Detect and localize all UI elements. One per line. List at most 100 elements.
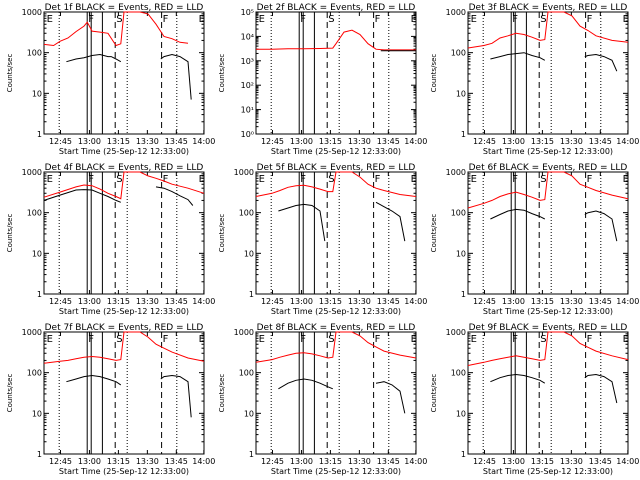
x-axis-label: Start Time (25-Sep-12 12:33:00) <box>483 307 613 316</box>
x-tick-label: 14:00 <box>616 457 639 466</box>
phase-marker-label: E <box>259 334 265 345</box>
events-series-line <box>66 374 122 386</box>
x-tick-label: 13:30 <box>136 457 159 466</box>
detector-panel-4: Det 4f BLACK = Events, RED = LLD Counts/s… <box>6 163 215 316</box>
events-series-line <box>584 210 618 242</box>
y-tick-label: 1000 <box>234 168 254 177</box>
phase-marker-label: S <box>328 174 334 185</box>
y-tick-label: 10 <box>244 409 254 418</box>
phase-marker-label: E <box>623 334 629 345</box>
x-tick-label: 12:45 <box>473 457 496 466</box>
events-series-line <box>66 53 122 63</box>
y-tick-label: 1 <box>37 130 42 139</box>
events-series-line <box>43 189 121 203</box>
phase-marker-label: E <box>623 174 629 185</box>
x-axis-label: Start Time (25-Sep-12 12:33:00) <box>271 147 401 156</box>
y-tick-label: 100 <box>27 209 42 218</box>
x-tick-label: 12:45 <box>49 457 72 466</box>
x-tick-label: 13:15 <box>107 137 130 146</box>
x-tick-label: 13:45 <box>165 457 188 466</box>
x-tick-label: 13:30 <box>136 297 159 306</box>
events-series-line <box>375 381 406 414</box>
x-tick-label: 13:00 <box>78 457 101 466</box>
y-tick-label: 1 <box>461 450 466 459</box>
phase-marker-label: S <box>540 334 546 345</box>
phase-marker-label: S <box>328 334 334 345</box>
y-axis-label: Counts/sec <box>218 214 226 253</box>
x-tick-label: 13:45 <box>589 297 612 306</box>
phase-marker-label: F <box>163 14 169 25</box>
y-tick-label: 100 <box>451 49 466 58</box>
detector-panel-3: Det 3f BLACK = Events, RED = LLD Counts/s… <box>430 3 639 156</box>
phase-marker-label: E <box>623 14 629 25</box>
x-axis-label: Start Time (25-Sep-12 12:33:00) <box>483 467 613 476</box>
phase-marker-label: F <box>375 174 381 185</box>
y-tick-label: 1 <box>37 450 42 459</box>
lld-series-line <box>43 331 205 364</box>
y-tick-label: 100 <box>451 209 466 218</box>
plot-frame <box>467 171 629 295</box>
phase-marker-label: F <box>300 174 306 185</box>
phase-marker-label: E <box>411 14 417 25</box>
plot-frame <box>467 331 629 455</box>
x-tick-label: 13:45 <box>589 137 612 146</box>
events-series-line <box>160 374 192 418</box>
y-tick-label: 10² <box>241 81 254 90</box>
lld-series-line <box>467 11 629 49</box>
phase-marker-label: E <box>199 14 205 25</box>
panel-title: Det 9f BLACK = Events, RED = LLD <box>469 323 628 333</box>
lld-series-line <box>43 171 205 200</box>
plot-frame <box>255 331 417 455</box>
x-tick-label: 14:00 <box>192 137 215 146</box>
x-tick-label: 13:45 <box>165 137 188 146</box>
y-axis-label: Counts/sec <box>6 214 14 253</box>
x-axis-label: Start Time (25-Sep-12 12:33:00) <box>59 307 189 316</box>
x-tick-label: 13:00 <box>502 137 525 146</box>
phase-marker-label: F <box>163 174 169 185</box>
y-tick-label: 100 <box>239 369 254 378</box>
y-tick-label: 1 <box>37 290 42 299</box>
events-series-line <box>490 373 546 384</box>
x-tick-label: 13:00 <box>502 457 525 466</box>
y-axis-label: Counts/sec <box>430 374 438 413</box>
y-tick-label: 100 <box>27 49 42 58</box>
phase-marker-label: E <box>47 334 53 345</box>
panel-title: Det 5f BLACK = Events, RED = LLD <box>257 163 416 173</box>
x-tick-label: 13:45 <box>589 457 612 466</box>
phase-marker-label: F <box>88 174 94 185</box>
phase-marker-label: F <box>587 14 593 25</box>
lld-series-line <box>467 331 629 366</box>
x-tick-label: 12:45 <box>261 297 284 306</box>
x-tick-label: 13:00 <box>502 297 525 306</box>
y-tick-label: 10 <box>32 409 42 418</box>
x-tick-label: 13:00 <box>290 137 313 146</box>
x-tick-label: 13:30 <box>560 297 583 306</box>
phase-marker-label: S <box>116 14 122 25</box>
phase-marker-label: F <box>300 334 306 345</box>
x-axis-label: Start Time (25-Sep-12 12:33:00) <box>59 147 189 156</box>
y-tick-label: 10⁰ <box>241 130 254 139</box>
x-tick-label: 12:45 <box>49 297 72 306</box>
x-tick-label: 13:15 <box>319 457 342 466</box>
phase-marker-label: F <box>512 174 518 185</box>
y-axis-label: Counts/sec <box>6 374 14 413</box>
phase-marker-label: F <box>587 174 593 185</box>
phase-marker-label: F <box>88 14 94 25</box>
y-axis-label: Counts/sec <box>430 214 438 253</box>
lld-series-line <box>43 11 189 47</box>
phase-marker-label: F <box>587 334 593 345</box>
phase-marker-label: E <box>411 174 417 185</box>
x-axis-label: Start Time (25-Sep-12 12:33:00) <box>271 467 401 476</box>
y-tick-label: 1 <box>249 450 254 459</box>
phase-marker-label: F <box>375 14 381 25</box>
x-tick-label: 13:15 <box>531 457 554 466</box>
phase-marker-label: E <box>47 14 53 25</box>
detector-panel-5: Det 5f BLACK = Events, RED = LLD Counts/s… <box>218 163 427 316</box>
phase-marker-label: S <box>116 334 122 345</box>
y-axis-label: Counts/sec <box>6 54 14 93</box>
phase-marker-label: F <box>375 334 381 345</box>
x-tick-label: 13:30 <box>136 137 159 146</box>
phase-marker-label: S <box>540 174 546 185</box>
y-tick-label: 1000 <box>22 168 42 177</box>
x-tick-label: 14:00 <box>192 457 215 466</box>
